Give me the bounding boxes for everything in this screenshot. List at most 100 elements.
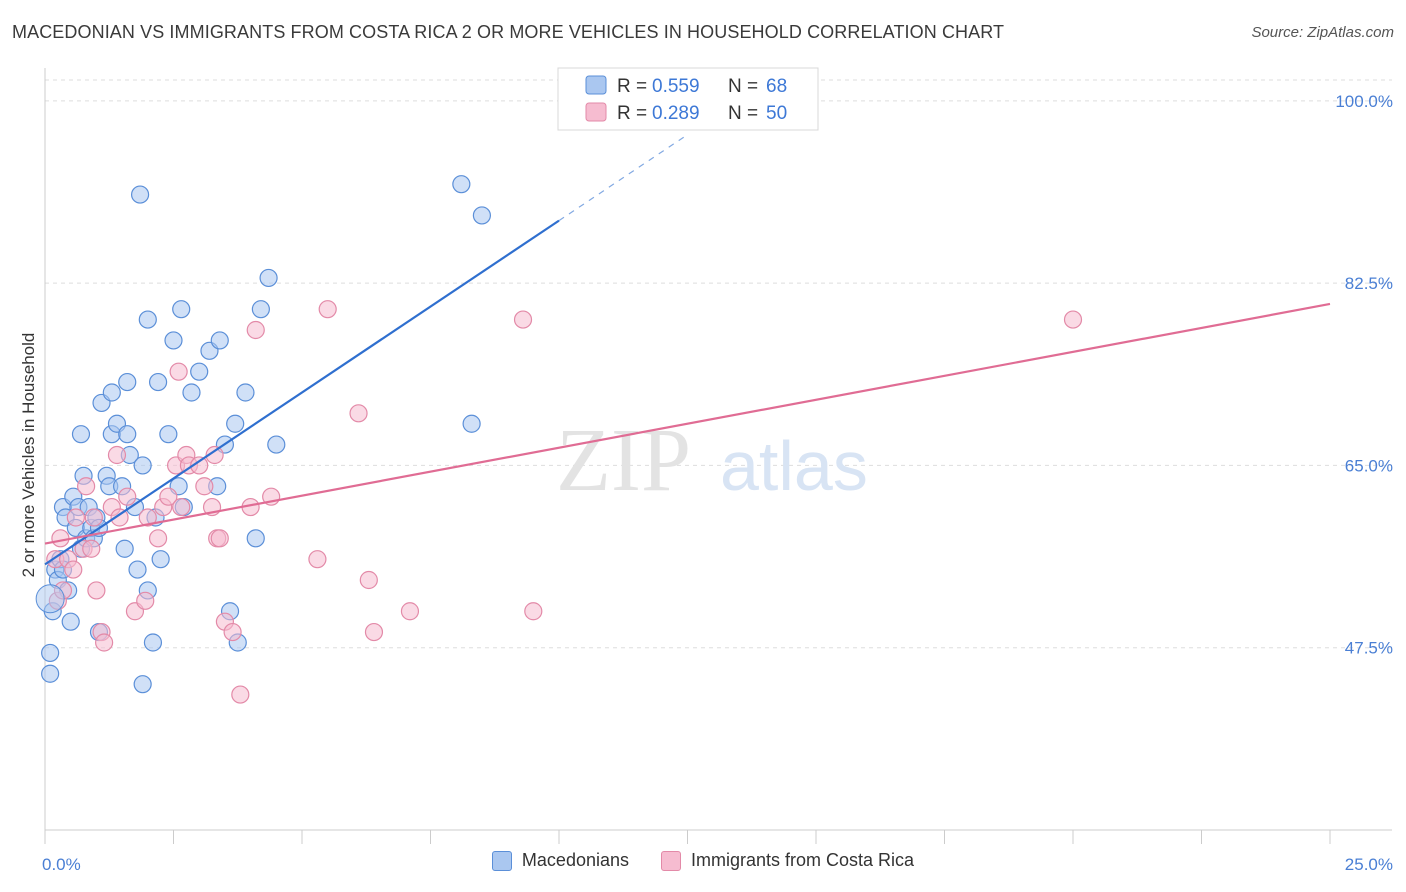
macedonian-point-15 (71, 425, 91, 444)
macedonian-point-65 (452, 175, 471, 194)
macedonian-point-42 (143, 633, 163, 652)
legend-label-costa-rica: Immigrants from Costa Rica (691, 850, 915, 870)
costa-rica-point-39 (246, 320, 265, 340)
costa-rica-point-16 (110, 508, 129, 527)
watermark-atlas: atlas (720, 427, 868, 505)
macedonian-point-49 (172, 300, 191, 319)
legend-box: R = 0.559 N = 68 R = 0.289 N = 50 (557, 67, 819, 131)
costa-rica-point-47 (513, 310, 533, 329)
macedonian-trend-line (44, 219, 560, 566)
macedonian-point-38 (133, 456, 152, 475)
macedonian-point-28 (102, 383, 121, 402)
legend-swatch-costa-rica (585, 102, 607, 122)
costa-rica-point-19 (136, 591, 155, 610)
costa-rica-point-17 (118, 487, 137, 506)
chart-title: MACEDONIAN VS IMMIGRANTS FROM COSTA RICA… (12, 22, 1005, 42)
costa-rica-point-49 (1063, 310, 1083, 329)
costa-rica-point-37 (231, 685, 250, 704)
tick-labels: 100.0% 82.5% 65.0% 47.5% 0.0% 25.0% (42, 92, 1393, 874)
legend-n-label-2: N = (728, 103, 763, 124)
macedonian-point-36 (128, 560, 147, 579)
legend-r-label-2: R = (617, 103, 652, 124)
costa-rica-point-32 (205, 445, 224, 465)
y-tick-label-1: 82.5% (1345, 274, 1393, 293)
y-axis-label: 2 or more Vehicles in Household (19, 333, 38, 578)
macedonian-point-64 (267, 435, 286, 454)
costa-rica-point-20 (138, 508, 157, 527)
y-tick-label-0: 100.0% (1335, 92, 1393, 111)
costa-rica-swatch (661, 850, 681, 871)
costa-rica-point-5 (64, 560, 83, 579)
macedonian-point-33 (118, 425, 137, 444)
costa-rica-point-15 (107, 445, 127, 465)
macedonians-swatch (491, 850, 512, 871)
legend-n-value-1: 68 (766, 76, 787, 97)
macedonian-point-60 (236, 383, 255, 402)
x-tick-label-1: 25.0% (1345, 855, 1393, 874)
data-points (35, 175, 1083, 704)
costa-rica-point-11 (87, 581, 106, 600)
costa-rica-point-6 (66, 508, 85, 527)
legend-item-costa-rica: Immigrants from Costa Rica (661, 850, 914, 871)
macedonian-point-61 (246, 529, 265, 548)
legend-n-value-2: 50 (766, 103, 787, 124)
chart-source: Source: ZipAtlas.com (1251, 24, 1394, 41)
costa-rica-point-8 (77, 477, 96, 496)
macedonian-point-63 (259, 268, 278, 288)
macedonian-point-large (35, 584, 65, 614)
costa-rica-point-42 (318, 300, 337, 319)
macedonian-point-44 (148, 372, 168, 392)
legend-r-value-2: 0.289 (652, 103, 700, 124)
costa-rica-point-46 (400, 602, 420, 621)
legend-swatch-macedonians (585, 75, 607, 95)
macedonian-trend-extension (558, 134, 688, 222)
costa-rica-point-2 (51, 529, 70, 548)
macedonian-point-0 (41, 664, 60, 683)
macedonian-point-47 (164, 331, 183, 350)
costa-rica-point-30 (195, 477, 214, 496)
macedonian-point-31 (115, 539, 134, 558)
macedonian-point-45 (151, 550, 170, 569)
macedonian-point-40 (133, 675, 152, 694)
bottom-legend: Macedonians Immigrants from Costa Rica (0, 850, 1406, 871)
macedonian-point-10 (61, 612, 80, 631)
costa-rica-point-21 (148, 529, 168, 548)
y-tick-label-3: 47.5% (1345, 639, 1393, 658)
legend-r-value-1: 0.559 (652, 76, 700, 97)
macedonian-point-1 (41, 643, 60, 663)
macedonian-point-67 (472, 206, 491, 225)
costa-rica-point-44 (359, 570, 378, 590)
legend-item-macedonians: Macedonians (491, 850, 629, 871)
gridlines (45, 79, 1392, 649)
costa-rica-point-41 (308, 550, 327, 569)
macedonian-point-32 (118, 372, 137, 392)
costa-rica-trend-line (44, 302, 1331, 545)
y-tick-label-2: 65.0% (1345, 456, 1393, 475)
macedonian-point-46 (159, 425, 178, 444)
legend-label-macedonians: Macedonians (521, 850, 629, 870)
legend-r-label-1: R = (617, 76, 652, 97)
watermark: ZIP atlas (556, 411, 868, 510)
costa-rica-point-25 (169, 362, 188, 381)
macedonian-point-51 (182, 383, 201, 402)
macedonian-point-55 (210, 331, 229, 350)
costa-rica-point-48 (524, 602, 543, 621)
costa-rica-point-29 (190, 456, 209, 475)
legend-n-label-1: N = (728, 76, 763, 97)
axes (44, 68, 1392, 844)
costa-rica-point-34 (210, 529, 229, 548)
costa-rica-point-43 (349, 404, 368, 423)
costa-rica-point-13 (95, 633, 114, 652)
macedonian-point-52 (190, 362, 209, 381)
costa-rica-point-26 (172, 497, 191, 517)
costa-rica-point-45 (364, 622, 384, 642)
costa-rica-point-9 (82, 539, 101, 558)
costa-rica-point-36 (223, 622, 242, 642)
macedonian-point-62 (251, 300, 270, 319)
trend-lines (44, 134, 1331, 566)
macedonian-point-66 (462, 414, 481, 433)
macedonian-point-41 (138, 310, 157, 329)
macedonian-point-37 (130, 185, 150, 204)
x-tick-label-0: 0.0% (42, 855, 81, 874)
